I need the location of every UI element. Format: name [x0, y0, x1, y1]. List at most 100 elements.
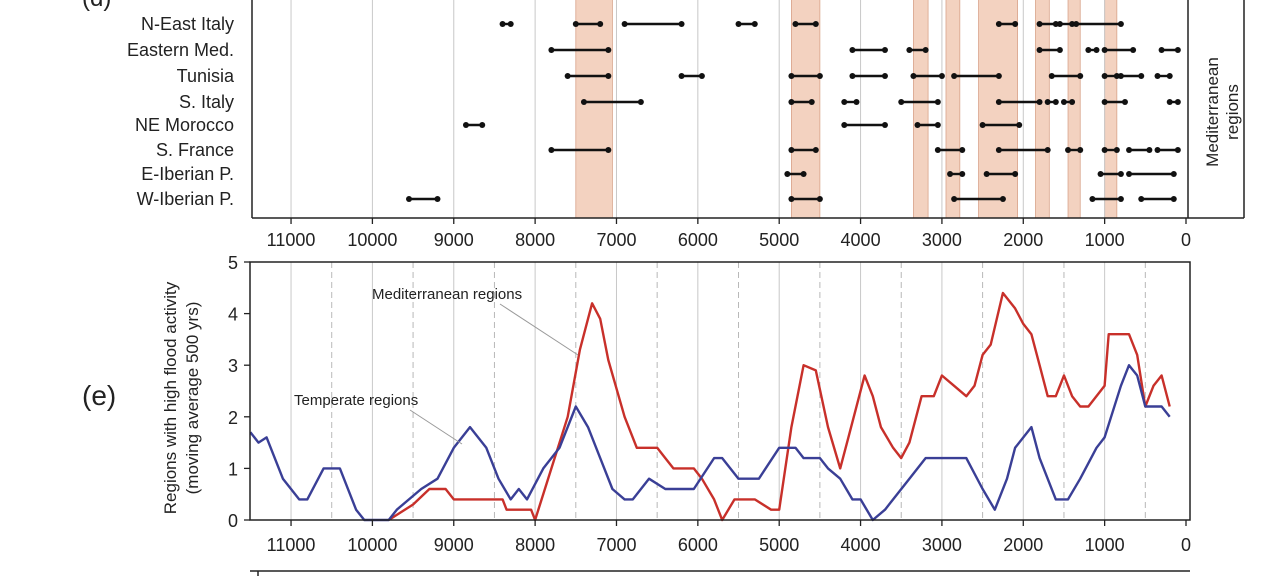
segment-end-2-6 [1077, 73, 1084, 79]
segment-start-7-2 [951, 196, 958, 202]
segment-end-5-0 [605, 147, 612, 153]
flood-band-7 [1104, 0, 1118, 219]
segment-start-5-5 [1101, 147, 1108, 153]
panel-e-xtick-label-6000: 6000 [678, 535, 718, 555]
panel-e-xtick-label-5000: 5000 [759, 535, 799, 555]
segment-end-0-0 [507, 21, 514, 27]
segment-start-1-2 [906, 47, 913, 53]
segment-start-2-5 [951, 73, 958, 79]
segment-start-5-1 [788, 147, 795, 153]
segment-end-7-0 [434, 196, 441, 202]
segment-start-3-3 [898, 99, 905, 105]
segment-start-1-5 [1101, 47, 1108, 53]
segment-start-1-0 [548, 47, 555, 53]
segment-start-5-0 [548, 147, 555, 153]
segment-start-3-1 [788, 99, 795, 105]
segment-start-2-9 [1154, 73, 1161, 79]
segment-start-1-6 [1158, 47, 1165, 53]
segment-end-4-1 [881, 122, 888, 128]
segment-end-3-2 [853, 99, 860, 105]
segment-start-6-2 [983, 171, 990, 177]
flood-band-6 [1067, 0, 1081, 219]
panel-e-xtick-label-9000: 9000 [434, 535, 474, 555]
annotation-mediterranean-pointer [499, 303, 579, 356]
segment-start-0-7 [1056, 21, 1063, 27]
segment-end-4-3 [1016, 122, 1023, 128]
segment-end-0-2 [678, 21, 685, 27]
segment-end-3-0 [637, 99, 644, 105]
segment-start-0-3 [735, 21, 742, 27]
panel-d-xtick-label-9000: 9000 [434, 230, 474, 250]
segment-start-3-6 [1060, 99, 1067, 105]
annotation-temperate: Temperate regions [294, 392, 418, 409]
segment-end-2-3 [881, 73, 888, 79]
flood-period-bands [575, 0, 1118, 219]
y-axis-label-line2: (moving average 500 yrs) [183, 302, 202, 495]
segment-end-0-4 [812, 21, 819, 27]
segment-start-0-2 [621, 21, 628, 27]
segment-end-2-9 [1166, 73, 1173, 79]
panel-e-ytick-label-3: 3 [228, 356, 238, 376]
region-timelines: N-East Italy Eastern Med. Tunisia S. Italy N… [127, 14, 1181, 209]
panel-e-ytick-label-2: 2 [228, 408, 238, 428]
segment-end-5-5 [1113, 147, 1120, 153]
panel-d-xtick-label-7000: 7000 [596, 230, 636, 250]
segment-end-3-4 [1036, 99, 1043, 105]
segment-end-5-1 [812, 147, 819, 153]
segment-end-5-7 [1174, 147, 1181, 153]
segment-end-7-2 [999, 196, 1006, 202]
panel-e-xtick-label-7000: 7000 [596, 535, 636, 555]
segment-start-0-8 [1073, 21, 1080, 27]
segment-end-1-0 [605, 47, 612, 53]
segment-end-2-5 [995, 73, 1002, 79]
series-line-mediterranean [388, 291, 1171, 522]
segment-end-1-1 [881, 47, 888, 53]
segment-end-6-0 [800, 171, 807, 177]
segment-start-7-4 [1138, 196, 1145, 202]
segment-start-5-7 [1154, 147, 1161, 153]
segment-start-3-8 [1166, 99, 1173, 105]
segment-end-0-8 [1117, 21, 1124, 27]
panel-e-xtick-label-2000: 2000 [1003, 535, 1043, 555]
panel-d-xtick-label-3000: 3000 [922, 230, 962, 250]
flood-band-0 [575, 0, 613, 219]
segment-end-0-1 [597, 21, 604, 27]
segment-start-0-0 [499, 21, 506, 27]
segment-end-3-7 [1121, 99, 1128, 105]
segment-start-5-3 [995, 147, 1002, 153]
segment-end-6-1 [959, 171, 966, 177]
panel-d-gridlines [290, 0, 1106, 218]
panel-e-xtick-label-8000: 8000 [515, 535, 555, 555]
region-label-4: NE Morocco [135, 115, 234, 135]
segment-end-3-5 [1052, 99, 1059, 105]
panel-e-frame [249, 261, 1191, 521]
flood-band-4 [978, 0, 1018, 219]
segment-start-3-4 [995, 99, 1002, 105]
segment-start-2-8 [1117, 73, 1124, 79]
segment-start-0-6 [1036, 21, 1043, 27]
segment-end-6-3 [1117, 171, 1124, 177]
segment-start-6-4 [1126, 171, 1133, 177]
segment-end-2-4 [938, 73, 945, 79]
segment-end-2-0 [605, 73, 612, 79]
segment-end-2-1 [698, 73, 705, 79]
segment-end-0-3 [751, 21, 758, 27]
panel-e-xtick-label-3000: 3000 [922, 535, 962, 555]
segment-start-1-4 [1085, 47, 1092, 53]
segment-end-4-0 [479, 122, 486, 128]
segment-end-3-6 [1069, 99, 1076, 105]
series-line-temperate [249, 364, 1171, 522]
flood-band-5 [1035, 0, 1050, 219]
region-label-2: Tunisia [177, 66, 235, 86]
segment-start-2-7 [1101, 73, 1108, 79]
segment-start-6-0 [784, 171, 791, 177]
segment-end-4-2 [934, 122, 941, 128]
segment-start-2-4 [910, 73, 917, 79]
flood-band-3 [945, 0, 961, 219]
segment-end-3-1 [808, 99, 815, 105]
panel-e-label: (e) [82, 380, 116, 411]
panel-d-xtick-label-4000: 4000 [841, 230, 881, 250]
segment-end-1-4 [1093, 47, 1100, 53]
panel-e-xtick-label-0: 0 [1181, 535, 1191, 555]
panel-e-xtick-label-4000: 4000 [841, 535, 881, 555]
